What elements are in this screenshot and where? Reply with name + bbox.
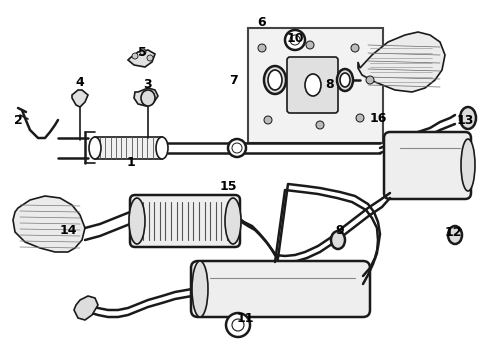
- FancyBboxPatch shape: [286, 57, 337, 113]
- Text: 8: 8: [325, 78, 334, 91]
- Ellipse shape: [156, 137, 168, 159]
- Ellipse shape: [336, 69, 352, 91]
- Circle shape: [305, 41, 313, 49]
- Text: 16: 16: [368, 112, 386, 125]
- Polygon shape: [72, 90, 88, 107]
- Text: 6: 6: [257, 15, 266, 28]
- Ellipse shape: [459, 107, 475, 129]
- Circle shape: [264, 116, 271, 124]
- Text: 2: 2: [14, 113, 22, 126]
- Circle shape: [258, 44, 265, 52]
- Ellipse shape: [89, 137, 101, 159]
- Circle shape: [355, 114, 363, 122]
- Text: 4: 4: [76, 76, 84, 89]
- Circle shape: [315, 121, 324, 129]
- Ellipse shape: [192, 261, 207, 317]
- FancyBboxPatch shape: [130, 195, 240, 247]
- Text: 5: 5: [137, 45, 146, 58]
- Circle shape: [132, 53, 138, 59]
- Text: 11: 11: [236, 311, 253, 324]
- Ellipse shape: [224, 198, 241, 244]
- Polygon shape: [134, 88, 158, 106]
- Circle shape: [289, 35, 299, 45]
- Circle shape: [350, 44, 358, 52]
- Polygon shape: [74, 296, 98, 320]
- Ellipse shape: [141, 90, 155, 106]
- Polygon shape: [128, 50, 155, 67]
- Text: 9: 9: [335, 224, 344, 237]
- Text: 14: 14: [59, 224, 77, 237]
- Text: 1: 1: [126, 156, 135, 168]
- Text: 12: 12: [443, 225, 461, 238]
- Ellipse shape: [447, 226, 461, 244]
- Ellipse shape: [460, 139, 474, 191]
- FancyBboxPatch shape: [383, 132, 470, 199]
- Circle shape: [147, 55, 153, 61]
- Circle shape: [225, 313, 249, 337]
- Polygon shape: [13, 196, 85, 252]
- Text: 7: 7: [228, 73, 237, 86]
- Text: 10: 10: [285, 31, 303, 45]
- Text: 13: 13: [455, 113, 473, 126]
- Circle shape: [231, 143, 242, 153]
- Ellipse shape: [267, 70, 282, 90]
- Circle shape: [140, 49, 146, 55]
- FancyBboxPatch shape: [191, 261, 369, 317]
- Ellipse shape: [264, 66, 285, 94]
- Circle shape: [365, 76, 373, 84]
- FancyBboxPatch shape: [247, 28, 382, 143]
- Ellipse shape: [129, 198, 145, 244]
- Ellipse shape: [330, 231, 345, 249]
- Circle shape: [285, 30, 305, 50]
- Ellipse shape: [339, 73, 349, 87]
- Circle shape: [227, 139, 245, 157]
- Circle shape: [231, 319, 244, 331]
- Ellipse shape: [305, 74, 320, 96]
- Text: 15: 15: [219, 180, 236, 194]
- Text: 3: 3: [143, 78, 152, 91]
- Polygon shape: [357, 32, 444, 92]
- Polygon shape: [95, 137, 162, 159]
